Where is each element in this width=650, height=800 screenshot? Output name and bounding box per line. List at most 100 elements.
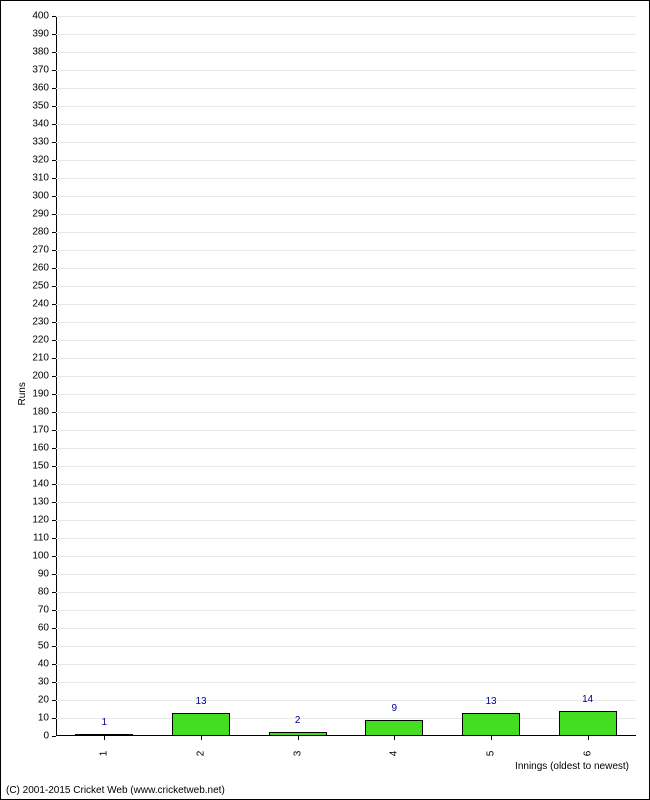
ytick-mark <box>52 538 56 539</box>
gridline <box>56 556 636 557</box>
ytick-label: 350 <box>19 101 49 112</box>
gridline <box>56 106 636 107</box>
ytick-mark <box>52 16 56 17</box>
ytick-label: 270 <box>19 245 49 256</box>
gridline <box>56 700 636 701</box>
copyright-text: (C) 2001-2015 Cricket Web (www.cricketwe… <box>6 785 225 796</box>
ytick-mark <box>52 106 56 107</box>
bar <box>559 711 617 736</box>
gridline <box>56 214 636 215</box>
ytick-label: 160 <box>19 443 49 454</box>
ytick-mark <box>52 502 56 503</box>
gridline <box>56 304 636 305</box>
ytick-mark <box>52 718 56 719</box>
gridline <box>56 376 636 377</box>
ytick-label: 300 <box>19 191 49 202</box>
ytick-mark <box>52 466 56 467</box>
ytick-label: 240 <box>19 299 49 310</box>
ytick-label: 120 <box>19 515 49 526</box>
gridline <box>56 34 636 35</box>
ytick-label: 130 <box>19 497 49 508</box>
gridline <box>56 88 636 89</box>
gridline <box>56 250 636 251</box>
ytick-mark <box>52 700 56 701</box>
ytick-label: 230 <box>19 317 49 328</box>
ytick-label: 80 <box>19 587 49 598</box>
ytick-mark <box>52 70 56 71</box>
ytick-label: 0 <box>19 731 49 742</box>
ytick-mark <box>52 286 56 287</box>
ytick-label: 320 <box>19 155 49 166</box>
ytick-label: 60 <box>19 623 49 634</box>
gridline <box>56 682 636 683</box>
gridline <box>56 232 636 233</box>
ytick-mark <box>52 376 56 377</box>
ytick-mark <box>52 556 56 557</box>
ytick-mark <box>52 412 56 413</box>
ytick-label: 170 <box>19 425 49 436</box>
gridline <box>56 160 636 161</box>
gridline <box>56 142 636 143</box>
ytick-label: 370 <box>19 65 49 76</box>
ytick-mark <box>52 160 56 161</box>
ytick-mark <box>52 736 56 737</box>
xtick-mark <box>588 736 589 740</box>
ytick-mark <box>52 88 56 89</box>
x-axis-label: Innings (oldest to newest) <box>515 761 629 772</box>
bar <box>462 713 520 736</box>
gridline <box>56 628 636 629</box>
ytick-label: 280 <box>19 227 49 238</box>
xtick-label: 5 <box>486 751 497 757</box>
ytick-label: 210 <box>19 353 49 364</box>
ytick-mark <box>52 52 56 53</box>
xtick-label: 1 <box>99 751 110 757</box>
gridline <box>56 178 636 179</box>
gridline <box>56 646 636 647</box>
xtick-label: 4 <box>389 751 400 757</box>
ytick-mark <box>52 394 56 395</box>
chart-container: 113291314 Runs Innings (oldest to newest… <box>0 0 650 800</box>
ytick-label: 180 <box>19 407 49 418</box>
xtick-label: 3 <box>292 751 303 757</box>
ytick-label: 20 <box>19 695 49 706</box>
ytick-label: 40 <box>19 659 49 670</box>
ytick-mark <box>52 232 56 233</box>
ytick-label: 30 <box>19 677 49 688</box>
gridline <box>56 610 636 611</box>
xtick-mark <box>201 736 202 740</box>
ytick-mark <box>52 646 56 647</box>
gridline <box>56 502 636 503</box>
gridline <box>56 286 636 287</box>
bar-value-label: 13 <box>195 696 206 707</box>
gridline <box>56 592 636 593</box>
ytick-label: 100 <box>19 551 49 562</box>
ytick-mark <box>52 664 56 665</box>
ytick-mark <box>52 142 56 143</box>
ytick-label: 360 <box>19 83 49 94</box>
ytick-label: 90 <box>19 569 49 580</box>
gridline <box>56 718 636 719</box>
xtick-mark <box>491 736 492 740</box>
ytick-mark <box>52 484 56 485</box>
ytick-label: 290 <box>19 209 49 220</box>
ytick-mark <box>52 520 56 521</box>
gridline <box>56 70 636 71</box>
bar <box>365 720 423 736</box>
gridline <box>56 412 636 413</box>
gridline <box>56 484 636 485</box>
xtick-label: 2 <box>196 751 207 757</box>
ytick-label: 140 <box>19 479 49 490</box>
bar-value-label: 1 <box>102 717 108 728</box>
gridline <box>56 340 636 341</box>
xtick-mark <box>298 736 299 740</box>
ytick-mark <box>52 592 56 593</box>
ytick-mark <box>52 34 56 35</box>
ytick-mark <box>52 682 56 683</box>
ytick-mark <box>52 268 56 269</box>
ytick-mark <box>52 124 56 125</box>
ytick-label: 390 <box>19 29 49 40</box>
ytick-mark <box>52 358 56 359</box>
ytick-label: 110 <box>19 533 49 544</box>
ytick-label: 310 <box>19 173 49 184</box>
bar <box>172 713 230 736</box>
